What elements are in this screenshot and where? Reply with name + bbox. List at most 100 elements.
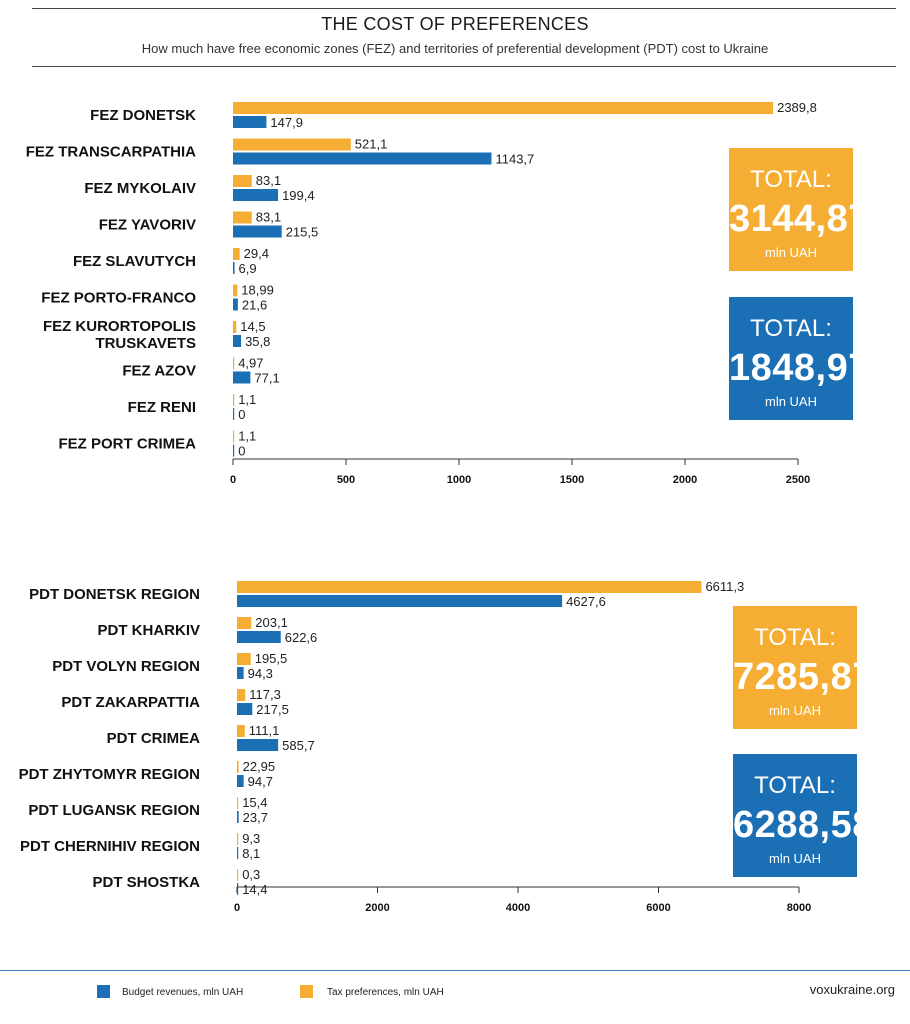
tax-bar — [237, 725, 245, 737]
budget-value-label: 94,7 — [248, 774, 273, 789]
source-credit: voxukraine.org — [809, 982, 895, 997]
budget-bar — [237, 595, 563, 607]
budget-bar — [237, 739, 279, 751]
tax-bar — [237, 833, 239, 845]
x-tick-label: 4000 — [506, 902, 530, 914]
legend-swatch-budget — [97, 985, 110, 998]
budget-bar — [233, 298, 238, 311]
category-label: PDT LUGANSK REGION — [28, 802, 200, 819]
budget-value-label: 4627,6 — [566, 594, 606, 609]
pdt-budget-total-box: TOTAL: 6288,58 mln UAH — [733, 754, 874, 877]
budget-bar — [233, 262, 235, 274]
budget-value-label: 35,8 — [245, 334, 270, 349]
tax-value-label: 83,1 — [256, 210, 281, 225]
tax-bar — [233, 138, 351, 151]
category-label: FEZ YAVORIV — [99, 217, 196, 234]
tax-value-label: 14,5 — [240, 319, 265, 334]
budget-value-label: 585,7 — [282, 738, 315, 753]
tax-bar — [233, 102, 774, 114]
tax-value-label: 0,3 — [242, 867, 260, 882]
category-label: FEZ KURORTOPOLIS — [43, 318, 196, 335]
category-label: FEZ MYKOLAIV — [84, 180, 196, 197]
x-tick-label: 0 — [234, 902, 240, 914]
x-tick-label: 2000 — [365, 902, 389, 914]
budget-value-label: 94,3 — [248, 666, 273, 681]
category-label: PDT CHERNIHIV REGION — [20, 838, 200, 855]
total-label: TOTAL: — [750, 166, 832, 193]
budget-bar — [237, 703, 253, 715]
fez-bar-chart: FEZ DONETSK 2389,8 147,9 FEZ TRANSCARPATHIA… — [26, 100, 817, 486]
chart-title: THE COST OF PREFERENCES — [321, 14, 589, 34]
budget-value-label: 622,6 — [285, 630, 318, 645]
tax-value-label: 1,1 — [238, 429, 256, 444]
budget-bar — [237, 883, 239, 895]
tax-bar — [237, 653, 251, 665]
tax-value-label: 1,1 — [238, 392, 256, 407]
category-label: FEZ PORT CRIMEA — [59, 436, 197, 453]
category-label: PDT SHOSTKA — [92, 874, 200, 891]
tax-bar — [237, 761, 239, 773]
tax-bar — [237, 617, 252, 629]
budget-bar — [237, 775, 244, 787]
tax-bar — [233, 284, 238, 297]
chart-subtitle: How much have free economic zones (FEZ) … — [141, 41, 769, 56]
category-label: FEZ AZOV — [122, 363, 196, 380]
total-unit: mln UAH — [764, 245, 817, 260]
x-tick-label: 2500 — [786, 474, 810, 486]
x-tick-label: 1500 — [560, 474, 584, 486]
fez-tax-total-box: TOTAL: 3144,87 mln UAH — [729, 148, 870, 271]
x-tick-label: 0 — [230, 474, 236, 486]
x-tick-label: 8000 — [787, 902, 811, 914]
tax-value-label: 2389,8 — [777, 100, 817, 115]
category-label: FEZ SLAVUTYCH — [73, 253, 196, 270]
tax-bar — [233, 357, 235, 370]
tax-value-label: 9,3 — [242, 831, 260, 846]
category-label: FEZ DONETSK — [90, 107, 196, 124]
legend-label-tax: Tax preferences, mln UAH — [327, 987, 444, 998]
tax-bar — [233, 321, 237, 333]
budget-value-label: 77,1 — [254, 371, 279, 386]
category-label: PDT KHARKIV — [97, 622, 200, 639]
budget-value-label: 0 — [238, 407, 245, 422]
total-value: 6288,58 — [733, 804, 874, 846]
category-label: FEZ RENI — [128, 399, 196, 416]
tax-bar — [237, 689, 246, 701]
total-label: TOTAL: — [750, 315, 832, 342]
budget-value-label: 0 — [238, 444, 245, 459]
header-rule — [32, 66, 896, 67]
tax-value-label: 15,4 — [242, 795, 267, 810]
budget-value-label: 21,6 — [242, 298, 267, 313]
tax-bar — [237, 581, 702, 593]
tax-value-label: 111,1 — [249, 723, 280, 738]
tax-value-label: 22,95 — [243, 759, 276, 774]
budget-value-label: 217,5 — [256, 702, 289, 717]
tax-bar — [233, 248, 240, 260]
total-label: TOTAL: — [754, 772, 836, 799]
tax-value-label: 117,3 — [249, 687, 281, 702]
budget-value-label: 1143,7 — [495, 152, 534, 167]
budget-bar — [233, 225, 282, 238]
budget-value-label: 199,4 — [282, 188, 315, 203]
budget-bar — [233, 116, 267, 128]
total-label: TOTAL: — [754, 624, 836, 651]
budget-bar — [237, 847, 239, 859]
category-label: FEZ PORTO-FRANCO — [41, 290, 196, 307]
tax-value-label: 83,1 — [256, 173, 281, 188]
tax-value-label: 195,5 — [255, 651, 288, 666]
budget-value-label: 215,5 — [286, 225, 319, 240]
fez-budget-total-box: TOTAL: 1848,97 mln UAH — [729, 297, 869, 420]
budget-bar — [233, 335, 242, 347]
category-label: PDT ZAKARPATTIA — [61, 694, 200, 711]
tax-value-label: 4,97 — [238, 356, 263, 371]
total-unit: mln UAH — [764, 394, 817, 409]
budget-value-label: 14,4 — [242, 882, 267, 897]
tax-value-label: 6611,3 — [705, 579, 744, 594]
footer-rule — [0, 970, 910, 971]
budget-value-label: 8,1 — [242, 846, 260, 861]
category-label: FEZ TRANSCARPATHIA — [26, 144, 196, 161]
tax-value-label: 18,99 — [241, 283, 274, 298]
budget-value-label: 147,9 — [270, 115, 303, 130]
pdt-tax-total-box: TOTAL: 7285,87 mln UAH — [733, 606, 873, 729]
tax-bar — [237, 869, 239, 881]
total-value: 3144,87 — [729, 198, 870, 240]
